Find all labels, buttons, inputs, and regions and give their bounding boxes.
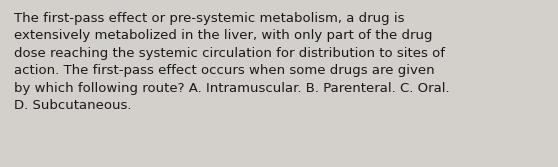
- Text: The first-pass effect or pre-systemic metabolism, a drug is
extensively metaboli: The first-pass effect or pre-systemic me…: [14, 12, 450, 112]
